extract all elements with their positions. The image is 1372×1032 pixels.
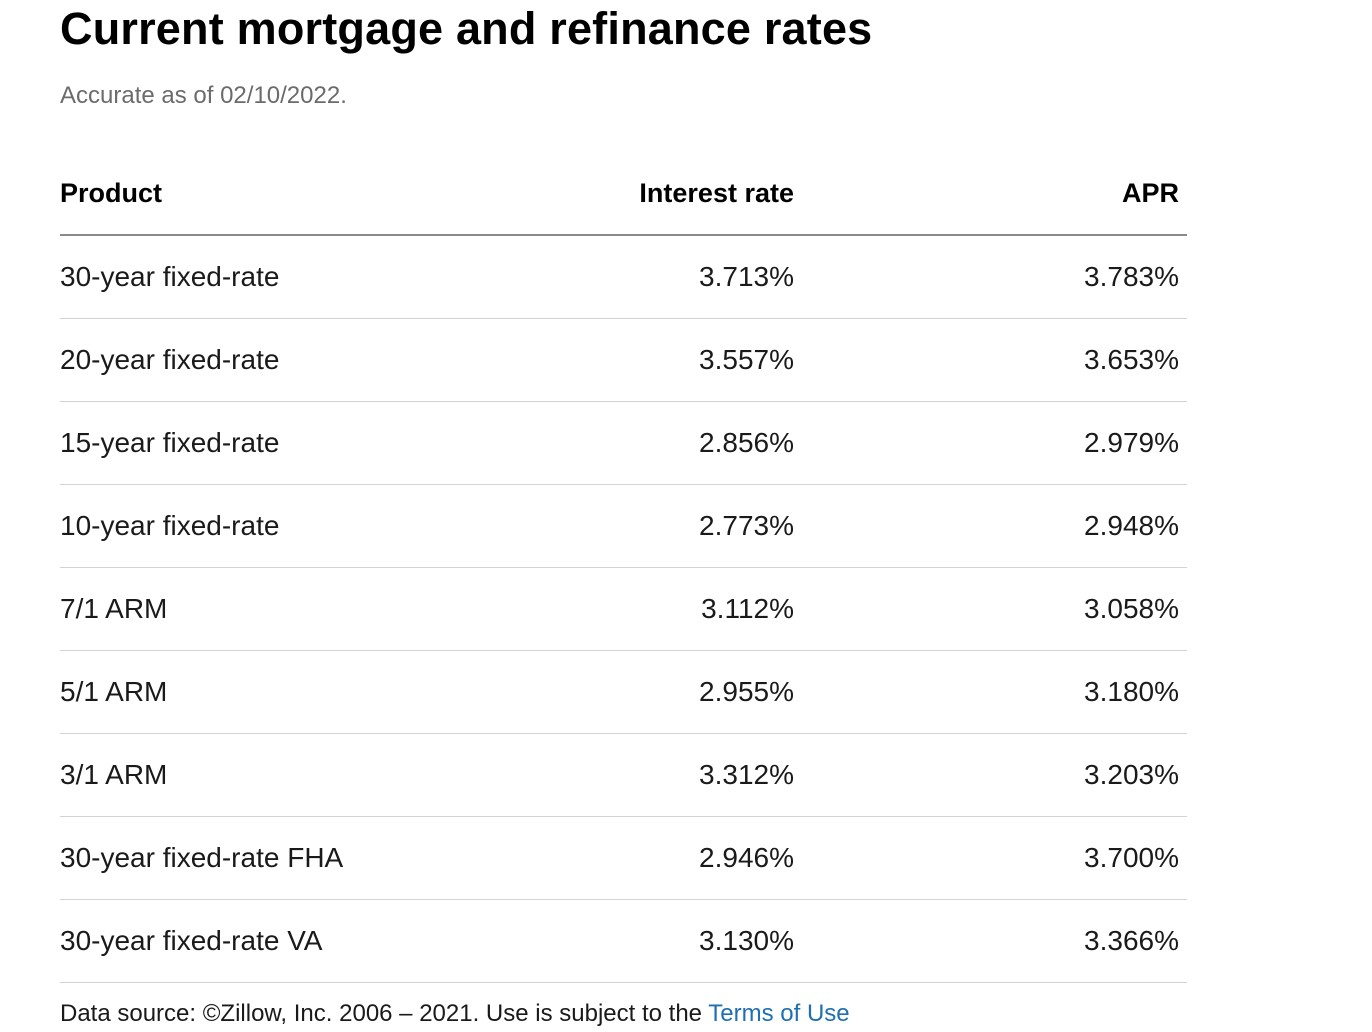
interest-rate-cell: 3.130%: [500, 899, 794, 983]
terms-of-use-link[interactable]: Terms of Use: [708, 1000, 850, 1027]
interest-rate-cell: 3.713%: [500, 235, 794, 319]
data-source-note: Data source: ©Zillow, Inc. 2006 – 2021. …: [60, 996, 850, 1032]
apr-cell: 3.203%: [794, 733, 1187, 817]
column-header-product: Product: [60, 152, 500, 236]
apr-cell: 2.979%: [794, 401, 1187, 485]
table-row: 10-year fixed-rate 2.773% 2.948%: [60, 484, 1187, 568]
column-header-apr: APR: [794, 152, 1187, 236]
product-cell: 3/1 ARM: [60, 733, 500, 817]
product-cell: 20-year fixed-rate: [60, 318, 500, 402]
rates-table: Product Interest rate APR 30-year fixed-…: [60, 152, 1187, 983]
data-source-text: Data source: ©Zillow, Inc. 2006 – 2021. …: [60, 1000, 709, 1027]
product-cell: 30-year fixed-rate FHA: [60, 816, 500, 900]
table-row: 30-year fixed-rate FHA 2.946% 3.700%: [60, 816, 1187, 900]
column-header-interest-rate: Interest rate: [500, 152, 794, 236]
product-cell: 15-year fixed-rate: [60, 401, 500, 485]
accuracy-date: Accurate as of 02/10/2022.: [60, 82, 347, 109]
table-row: 20-year fixed-rate 3.557% 3.653%: [60, 318, 1187, 402]
interest-rate-cell: 2.946%: [500, 816, 794, 900]
table-row: 30-year fixed-rate 3.713% 3.783%: [60, 235, 1187, 319]
apr-cell: 3.366%: [794, 899, 1187, 983]
rates-section: Current mortgage and refinance rates Acc…: [60, 0, 1187, 983]
table-row: 30-year fixed-rate VA 3.130% 3.366%: [60, 899, 1187, 983]
table-row: 5/1 ARM 2.955% 3.180%: [60, 650, 1187, 734]
interest-rate-cell: 3.557%: [500, 318, 794, 402]
apr-cell: 2.948%: [794, 484, 1187, 568]
table-row: 3/1 ARM 3.312% 3.203%: [60, 733, 1187, 817]
apr-cell: 3.653%: [794, 318, 1187, 402]
apr-cell: 3.700%: [794, 816, 1187, 900]
rates-table-body: 30-year fixed-rate 3.713% 3.783% 20-year…: [60, 235, 1187, 983]
apr-cell: 3.783%: [794, 235, 1187, 319]
product-cell: 30-year fixed-rate VA: [60, 899, 500, 983]
page-title: Current mortgage and refinance rates: [60, 3, 873, 54]
apr-cell: 3.180%: [794, 650, 1187, 734]
interest-rate-cell: 3.112%: [500, 567, 794, 651]
table-row: 7/1 ARM 3.112% 3.058%: [60, 567, 1187, 651]
apr-cell: 3.058%: [794, 567, 1187, 651]
interest-rate-cell: 2.773%: [500, 484, 794, 568]
interest-rate-cell: 2.856%: [500, 401, 794, 485]
interest-rate-cell: 2.955%: [500, 650, 794, 734]
product-cell: 5/1 ARM: [60, 650, 500, 734]
interest-rate-cell: 3.312%: [500, 733, 794, 817]
product-cell: 10-year fixed-rate: [60, 484, 500, 568]
product-cell: 30-year fixed-rate: [60, 235, 500, 319]
table-row: 15-year fixed-rate 2.856% 2.979%: [60, 401, 1187, 485]
rates-table-header: Product Interest rate APR: [60, 152, 1187, 236]
header-row: Product Interest rate APR: [60, 152, 1187, 236]
product-cell: 7/1 ARM: [60, 567, 500, 651]
